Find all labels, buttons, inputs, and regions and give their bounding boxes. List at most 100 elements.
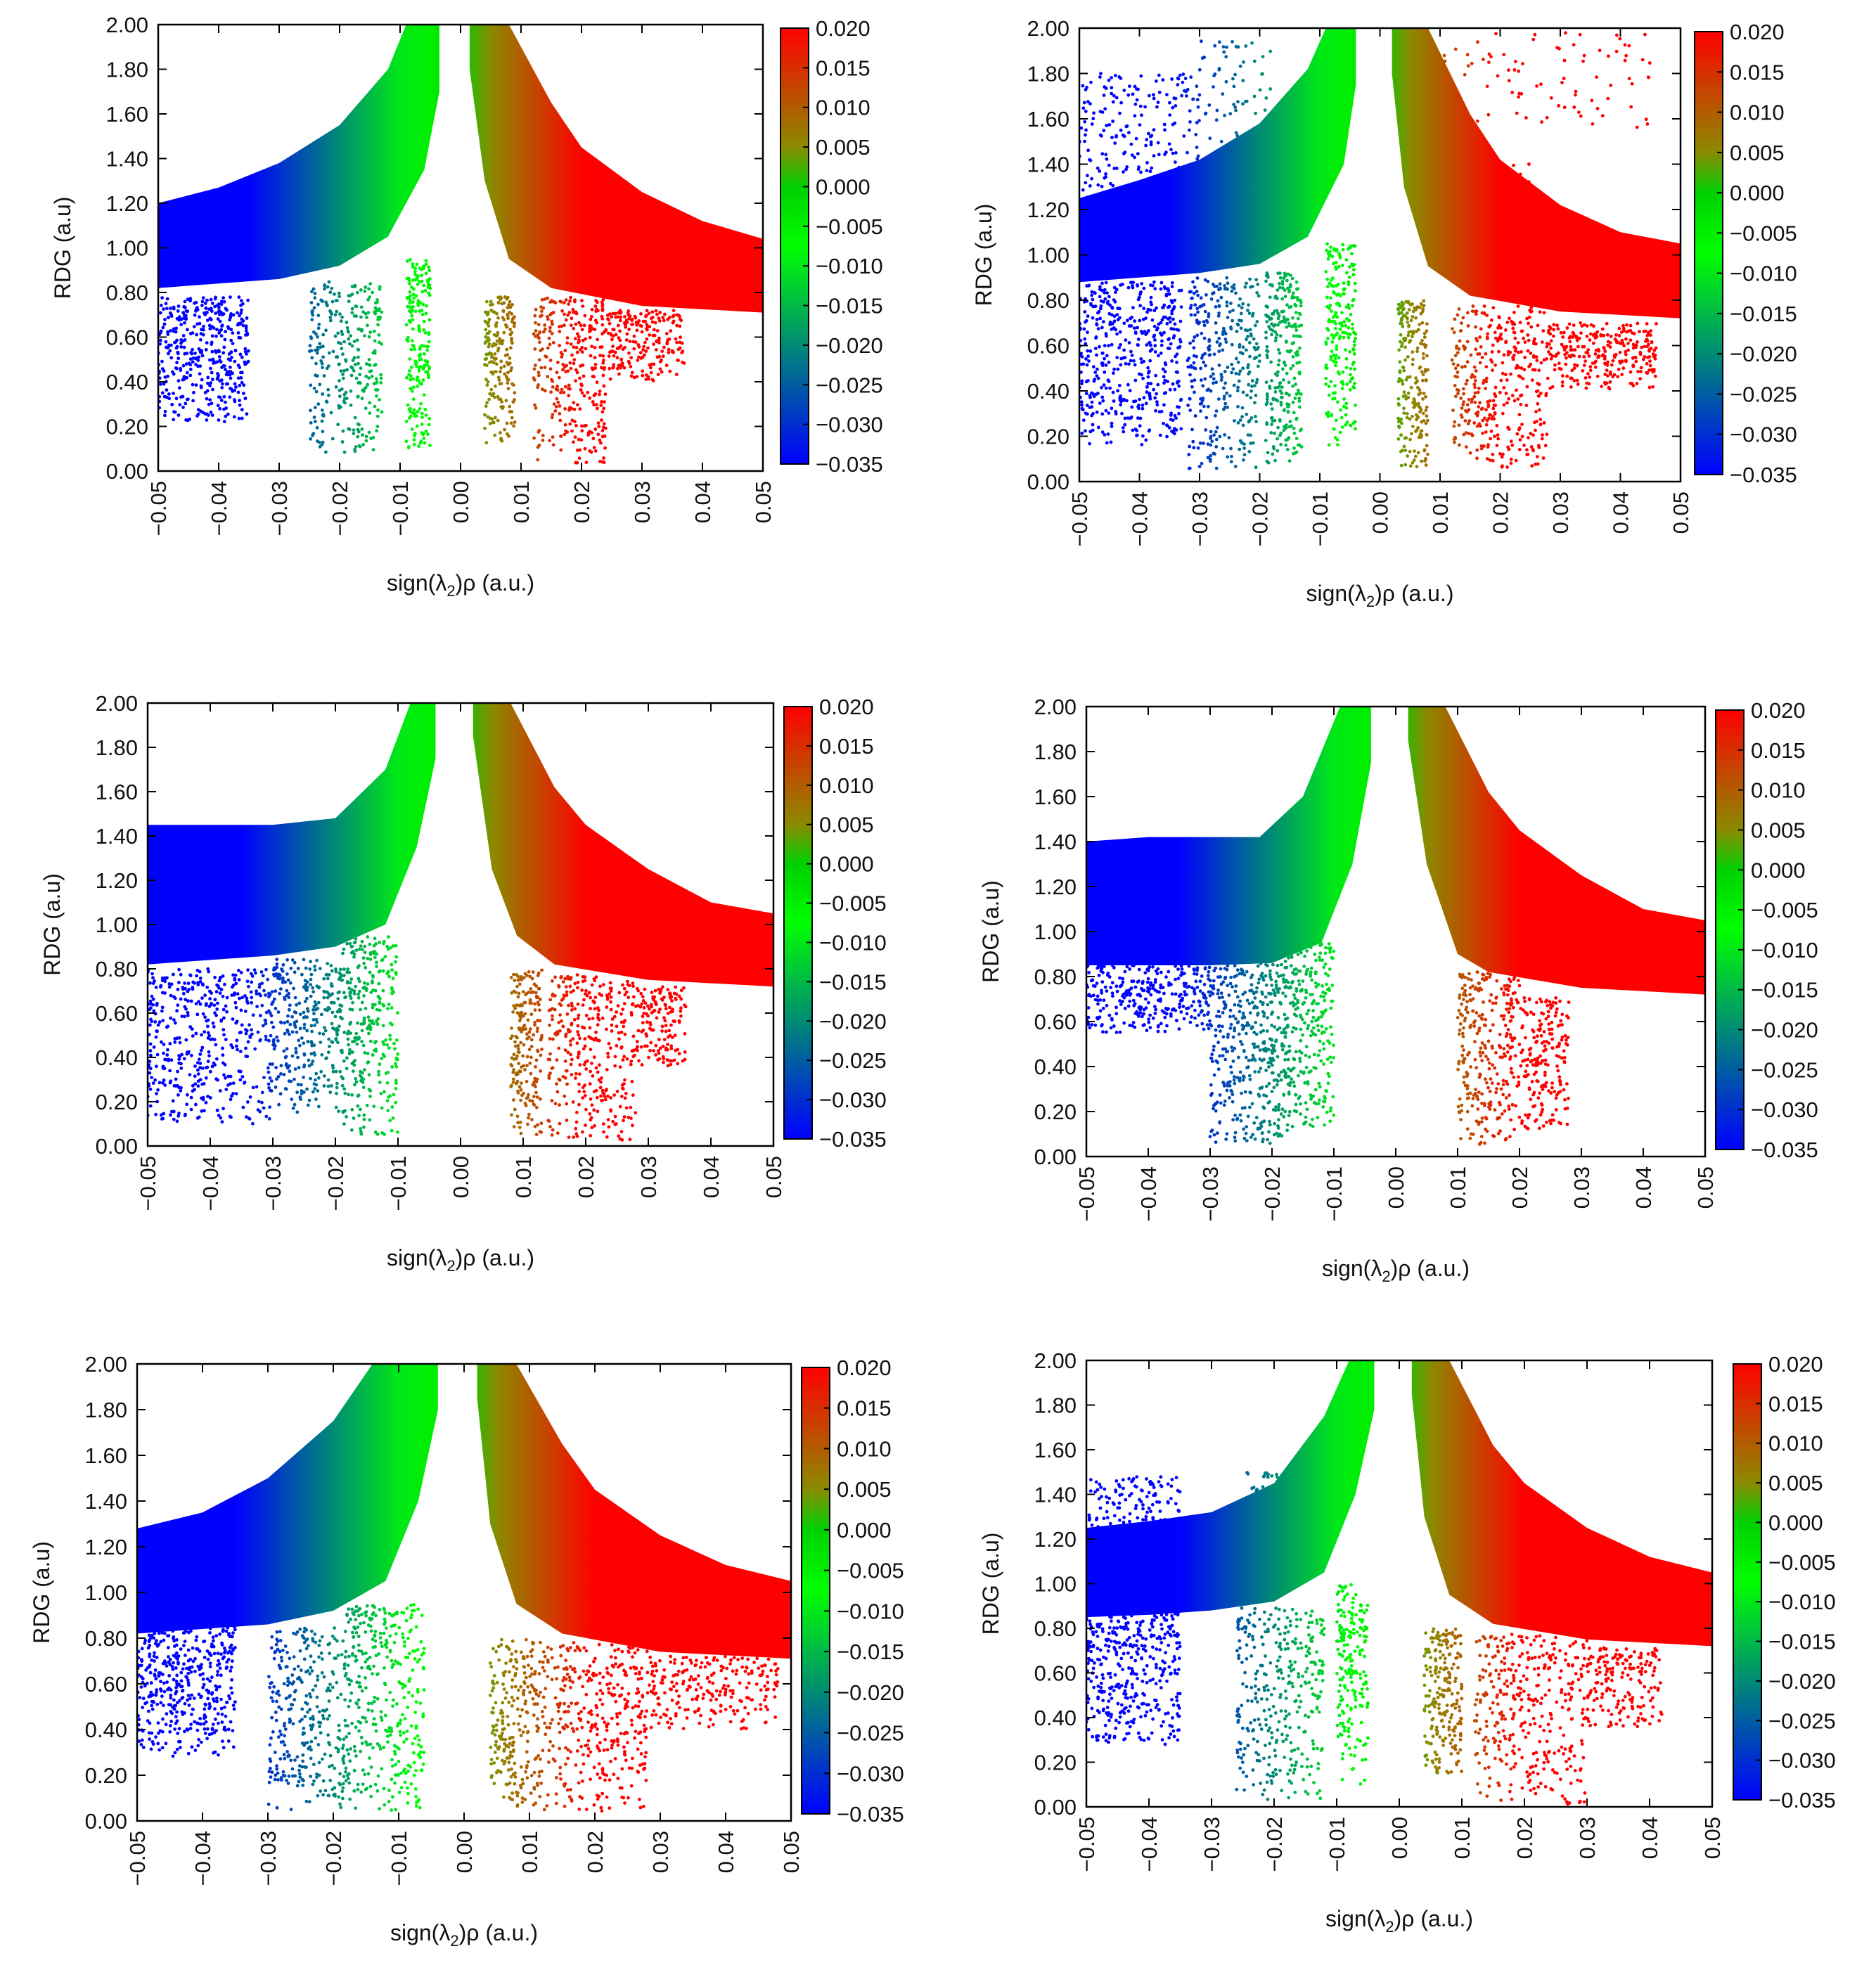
scatter-point: [505, 421, 509, 425]
colorbar-tick-label: 0.005: [1730, 141, 1785, 165]
scatter-point: [158, 342, 162, 346]
scatter-point: [1403, 345, 1407, 349]
scatter-wing-repulsive: [473, 703, 773, 987]
scatter-point: [627, 316, 631, 321]
scatter-point: [272, 1047, 276, 1051]
scatter-point: [1510, 183, 1514, 188]
scatter-point: [1122, 430, 1126, 434]
scatter-point: [1245, 99, 1249, 103]
scatter-point: [339, 405, 342, 409]
scatter-point: [158, 382, 162, 386]
scatter-point: [578, 407, 582, 411]
scatter-point: [1285, 318, 1288, 321]
scatter-point: [1287, 380, 1291, 385]
scatter-point: [309, 1076, 312, 1081]
scatter-point: [1502, 403, 1506, 407]
scatter-point: [191, 399, 195, 403]
scatter-point: [1649, 329, 1653, 333]
scatter-point: [532, 378, 537, 382]
scatter-point: [160, 1009, 164, 1013]
scatter-point: [1455, 346, 1458, 350]
scatter-point: [1334, 261, 1338, 264]
scatter-point: [290, 1054, 295, 1058]
scatter-point: [1237, 379, 1241, 383]
scatter-point: [309, 960, 312, 964]
scatter-point: [311, 986, 315, 990]
scatter-point: [1453, 354, 1458, 358]
scatter-point: [314, 348, 317, 352]
scatter-point: [229, 295, 232, 300]
scatter-point: [622, 321, 627, 325]
scatter-point: [664, 332, 669, 335]
scatter-point: [1554, 354, 1557, 358]
scatter-point: [1507, 173, 1511, 176]
scatter-point: [1623, 43, 1627, 47]
scatter-point: [1249, 416, 1254, 420]
scatter-point: [1248, 328, 1252, 332]
scatter-point: [1231, 77, 1235, 81]
scatter-point: [354, 376, 359, 380]
scatter-point: [1114, 134, 1119, 138]
scatter-point: [1424, 463, 1428, 467]
scatter-point: [1283, 360, 1286, 364]
scatter-point: [369, 369, 373, 373]
scatter-point: [1517, 69, 1521, 73]
scatter-point: [1202, 56, 1207, 59]
scatter-point: [324, 328, 328, 333]
scatter-point: [1425, 432, 1429, 437]
scatter-point: [502, 364, 506, 368]
scatter-point: [1200, 401, 1204, 405]
scatter-point: [1415, 346, 1420, 350]
scatter-point: [162, 1112, 166, 1116]
scatter-point: [1173, 387, 1177, 392]
scatter-point: [1335, 344, 1339, 348]
scatter-point: [580, 429, 584, 433]
scatter-point: [1616, 375, 1620, 379]
scatter-point: [316, 302, 320, 307]
scatter-point: [231, 342, 235, 345]
scatter-point: [509, 346, 513, 350]
scatter-point: [574, 461, 578, 465]
scatter-point: [1334, 360, 1338, 364]
scatter-point: [1112, 371, 1115, 375]
scatter-point: [152, 1009, 156, 1013]
scatter-point: [210, 371, 214, 375]
scatter-point: [1142, 286, 1146, 290]
scatter-point: [1271, 397, 1276, 401]
scatter-point: [1167, 142, 1171, 146]
scatter-point: [238, 1050, 243, 1053]
scatter-point: [1457, 423, 1461, 427]
scatter-point: [1351, 327, 1354, 330]
scatter-point: [240, 308, 243, 312]
scatter-point: [1220, 375, 1223, 379]
scatter-point: [1153, 396, 1157, 400]
scatter-point: [214, 1043, 218, 1047]
scatter-point: [231, 1045, 235, 1050]
scatter-point: [203, 993, 207, 998]
scatter-point: [1473, 385, 1477, 389]
scatter-point: [172, 1018, 176, 1022]
scatter-point: [268, 1011, 272, 1015]
scatter-point: [1621, 366, 1626, 371]
scatter-point: [1441, 115, 1446, 119]
y-tick-label: 0.40: [106, 370, 148, 394]
scatter-point: [1187, 453, 1191, 456]
scatter-point: [200, 982, 205, 986]
scatter-point: [606, 317, 610, 321]
scatter-point: [1092, 394, 1096, 399]
scatter-point: [567, 383, 571, 387]
scatter-point: [494, 370, 498, 374]
scatter-point: [1192, 291, 1196, 295]
scatter-point: [1098, 285, 1102, 289]
scatter-point: [1482, 378, 1486, 382]
scatter-point: [541, 438, 545, 442]
scatter-wing-attractive: [1079, 28, 1356, 283]
scatter-point: [1147, 329, 1150, 333]
scatter-point: [1517, 413, 1522, 417]
scatter-point: [1466, 64, 1470, 68]
scatter-point: [311, 990, 316, 994]
scatter-point: [310, 290, 314, 294]
scatter-point: [1253, 384, 1257, 387]
scatter-point: [300, 1036, 304, 1040]
